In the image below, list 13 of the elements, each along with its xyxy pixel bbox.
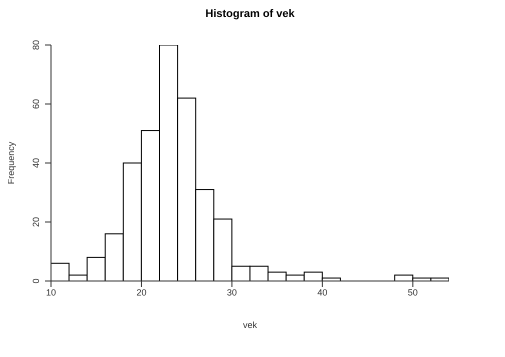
y-tick-label: 20 xyxy=(31,216,41,228)
y-tick-label: 60 xyxy=(31,98,41,110)
x-tick-label: 10 xyxy=(46,287,56,298)
y-axis-title: Frequency xyxy=(6,141,16,184)
x-tick-label: 40 xyxy=(317,287,328,298)
x-tick-label: 30 xyxy=(226,287,237,298)
y-tick-label: 40 xyxy=(31,158,41,168)
y-tick-label: 0 xyxy=(31,278,41,284)
y-tick-label: 80 xyxy=(31,40,41,50)
x-tick-label: 20 xyxy=(136,287,146,298)
x-tick-label: 50 xyxy=(408,287,418,298)
x-axis-title: vek xyxy=(242,320,258,330)
chart-title: Histogram of vek xyxy=(204,8,296,20)
